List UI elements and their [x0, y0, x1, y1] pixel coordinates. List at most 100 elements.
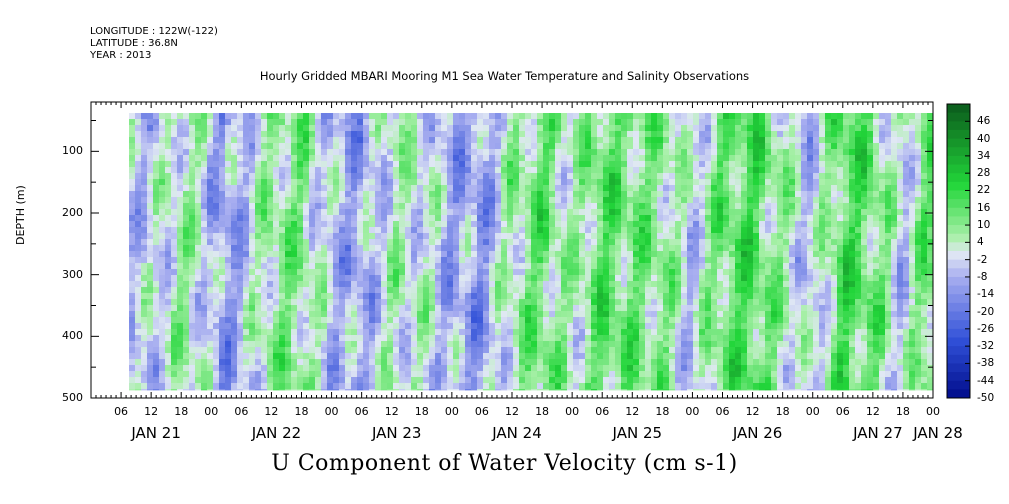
heatmap-cell [153, 251, 160, 258]
heatmap-cell [129, 173, 136, 180]
heatmap-cell [237, 203, 244, 210]
heatmap-cell [369, 221, 376, 228]
heatmap-cell [711, 221, 718, 228]
heatmap-cell [219, 287, 226, 294]
heatmap-cell [711, 203, 718, 210]
heatmap-cell [615, 383, 622, 390]
heatmap-cell [447, 341, 454, 348]
heatmap-cell [717, 131, 724, 138]
heatmap-cell [507, 371, 514, 378]
heatmap-cell [357, 323, 364, 330]
heatmap-cell [285, 215, 292, 222]
heatmap-cell [693, 191, 700, 198]
heatmap-cell [279, 119, 286, 126]
heatmap-cell [489, 383, 496, 390]
heatmap-cell [705, 371, 712, 378]
heatmap-cell [741, 131, 748, 138]
heatmap-cell [363, 245, 370, 252]
heatmap-cell [207, 287, 214, 294]
heatmap-cell [297, 353, 304, 360]
heatmap-cell [261, 173, 268, 180]
heatmap-cell [477, 317, 484, 324]
heatmap-cell [681, 131, 688, 138]
heatmap-cell [669, 197, 676, 204]
heatmap-cell [177, 149, 184, 156]
heatmap-cell [501, 383, 508, 390]
heatmap-cell [507, 155, 514, 162]
heatmap-cell [555, 131, 562, 138]
heatmap-cell [351, 377, 358, 384]
heatmap-cell [495, 389, 502, 391]
heatmap-cell [585, 125, 592, 132]
heatmap-cell [657, 161, 664, 168]
heatmap-cell [357, 311, 364, 318]
heatmap-cell [657, 287, 664, 294]
heatmap-cell [753, 287, 760, 294]
heatmap-cell [531, 329, 538, 336]
heatmap-cell [183, 371, 190, 378]
heatmap-cell [225, 275, 232, 282]
heatmap-cell [405, 143, 412, 150]
heatmap-cell [219, 257, 226, 264]
heatmap-cell [735, 239, 742, 246]
heatmap-cell [273, 191, 280, 198]
heatmap-cell [225, 317, 232, 324]
heatmap-cell [447, 389, 454, 391]
heatmap-cell [339, 371, 346, 378]
heatmap-cell [411, 299, 418, 306]
heatmap-cell [153, 125, 160, 132]
heatmap-cell [669, 287, 676, 294]
heatmap-cell [417, 233, 424, 240]
heatmap-cell [549, 191, 556, 198]
heatmap-cell [603, 347, 610, 354]
heatmap-cell [423, 191, 430, 198]
heatmap-cell [525, 251, 532, 258]
heatmap-cell [129, 341, 136, 348]
heatmap-cell [447, 245, 454, 252]
heatmap-cell [711, 113, 718, 120]
heatmap-cell [639, 383, 646, 390]
heatmap-cell [303, 281, 310, 288]
heatmap-cell [639, 221, 646, 228]
heatmap-cell [285, 359, 292, 366]
heatmap-cell [297, 269, 304, 276]
heatmap-cell [159, 353, 166, 360]
heatmap-cell [471, 125, 478, 132]
heatmap-cell [141, 365, 148, 372]
heatmap-cell [525, 269, 532, 276]
heatmap-cell [279, 305, 286, 312]
heatmap-cell [447, 257, 454, 264]
heatmap-cell [237, 293, 244, 300]
heatmap-cell [699, 149, 706, 156]
heatmap-cell [501, 113, 508, 120]
heatmap-cell [189, 383, 196, 390]
heatmap-cell [735, 131, 742, 138]
heatmap-cell [615, 323, 622, 330]
heatmap-cell [615, 155, 622, 162]
heatmap-cell [249, 353, 256, 360]
heatmap-cell [477, 359, 484, 366]
heatmap-cell [645, 227, 652, 234]
heatmap-cell [201, 293, 208, 300]
heatmap-cell [357, 365, 364, 372]
heatmap-cell [135, 389, 142, 391]
heatmap-cell [189, 113, 196, 120]
heatmap-cell [231, 389, 238, 391]
heatmap-cell [519, 161, 526, 168]
heatmap-cell [297, 377, 304, 384]
heatmap-cell [291, 113, 298, 120]
heatmap-cell [333, 251, 340, 258]
heatmap-cell [447, 383, 454, 390]
heatmap-cell [333, 155, 340, 162]
heatmap-cell [321, 389, 328, 391]
heatmap-cell [519, 125, 526, 132]
heatmap-cell [537, 263, 544, 270]
heatmap-cell [243, 185, 250, 192]
heatmap-cell [405, 113, 412, 120]
heatmap-cell [207, 275, 214, 282]
heatmap-cell [141, 371, 148, 378]
heatmap-cell [195, 329, 202, 336]
heatmap-cell [129, 125, 136, 132]
heatmap-cell [399, 359, 406, 366]
heatmap-cell [747, 131, 754, 138]
